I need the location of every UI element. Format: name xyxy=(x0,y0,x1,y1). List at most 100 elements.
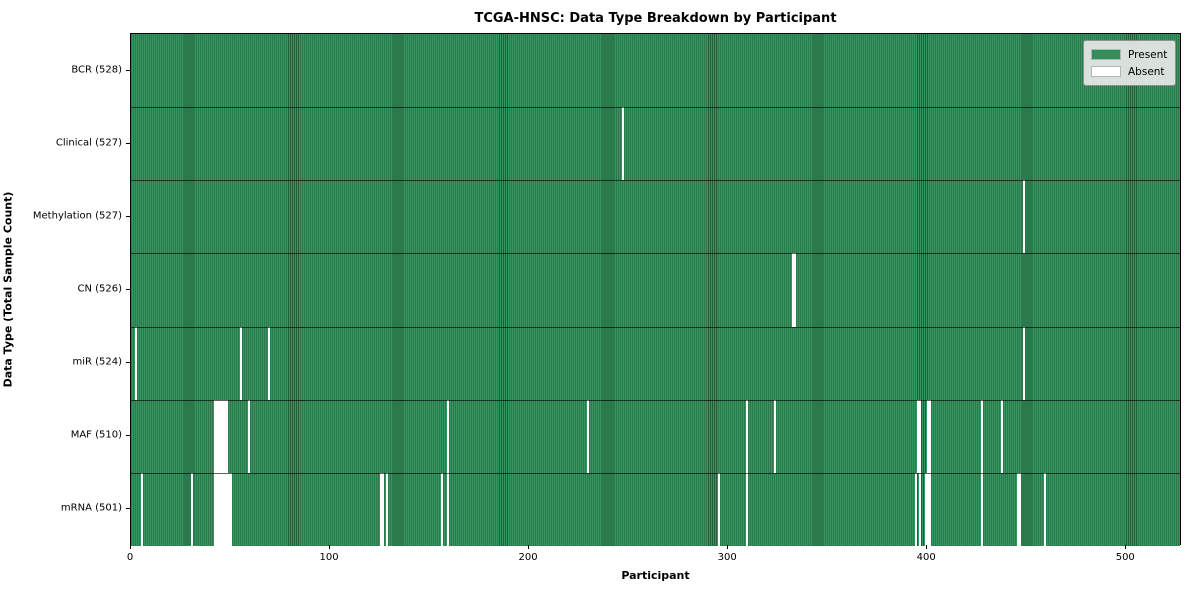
row-divider xyxy=(131,180,1180,182)
absent-marker-mrna-156 xyxy=(441,472,444,546)
absent-marker-mrna-125 xyxy=(379,472,382,546)
absent-marker-mrna-5 xyxy=(140,472,143,546)
heatmap-row-methylation xyxy=(131,180,1180,254)
absent-marker-mrna-50 xyxy=(230,472,233,546)
absent-marker-mrna-46 xyxy=(222,472,225,546)
absent-marker-mrna-42 xyxy=(214,472,217,546)
row-divider xyxy=(131,253,1180,255)
x-tick-label-300: 300 xyxy=(717,552,737,563)
x-axis-title: Participant xyxy=(621,569,690,582)
absent-marker-maf-395 xyxy=(917,399,920,473)
y-tick-label-mrna: mRNA (501) xyxy=(60,502,122,514)
legend: Present Absent xyxy=(1083,40,1176,86)
row-divider xyxy=(131,326,1180,328)
heatmap-row-clinical xyxy=(131,107,1180,181)
absent-marker-mrna-49 xyxy=(228,472,231,546)
y-tick-mark xyxy=(126,362,130,364)
absent-marker-maf-43 xyxy=(216,399,219,473)
x-tick-mark xyxy=(926,545,928,549)
legend-item-present: Present xyxy=(1091,46,1168,63)
legend-label-present: Present xyxy=(1128,48,1168,61)
absent-marker-mrna-47 xyxy=(224,472,227,546)
absent-marker-mrna-396 xyxy=(919,472,922,546)
absent-marker-mrna-400 xyxy=(927,472,929,546)
absent-marker-maf-229 xyxy=(586,399,589,473)
absent-marker-maf-401 xyxy=(929,399,931,473)
y-tick-mark xyxy=(126,215,130,217)
row-divider xyxy=(131,399,1180,401)
absent-marker-mrna-445 xyxy=(1016,472,1019,546)
x-tick-mark xyxy=(329,545,331,549)
absent-marker-cn-332 xyxy=(791,253,794,327)
present-swatch-icon xyxy=(1091,49,1121,60)
absent-marker-maf-400 xyxy=(927,399,929,473)
absent-marker-maf-437 xyxy=(1000,399,1003,473)
absent-marker-mir-448 xyxy=(1022,326,1025,400)
y-tick-label-bcr: BCR (528) xyxy=(71,64,122,76)
absent-marker-clinical-247 xyxy=(622,107,625,181)
absent-marker-maf-45 xyxy=(220,399,223,473)
absent-marker-mrna-394 xyxy=(915,472,918,546)
absent-marker-mir-69 xyxy=(268,326,271,400)
absent-marker-maf-44 xyxy=(218,399,221,473)
heatmap-row-maf xyxy=(131,399,1180,473)
x-tick-label-0: 0 xyxy=(126,552,134,563)
absent-marker-maf-46 xyxy=(222,399,225,473)
absent-marker-mrna-459 xyxy=(1044,472,1047,546)
absent-marker-mrna-309 xyxy=(745,472,748,546)
absent-marker-mrna-399 xyxy=(925,472,927,546)
x-tick-label-500: 500 xyxy=(1115,552,1135,563)
y-tick-mark xyxy=(126,142,130,144)
x-tick-label-400: 400 xyxy=(916,552,936,563)
absent-marker-mrna-128 xyxy=(385,472,388,546)
absent-marker-mrna-45 xyxy=(220,472,223,546)
y-tick-label-methylation: Methylation (527) xyxy=(32,210,122,222)
chart-title: TCGA-HNSC: Data Type Breakdown by Partic… xyxy=(474,11,837,26)
x-tick-mark xyxy=(1125,545,1127,549)
absent-marker-mrna-159 xyxy=(447,472,450,546)
legend-label-absent: Absent xyxy=(1128,65,1165,78)
absent-marker-maf-42 xyxy=(214,399,217,473)
absent-marker-maf-159 xyxy=(447,399,450,473)
absent-marker-maf-427 xyxy=(980,399,983,473)
heatmap-row-bcr xyxy=(131,34,1180,108)
legend-item-absent: Absent xyxy=(1091,63,1168,80)
absent-marker-maf-309 xyxy=(745,399,748,473)
heatmap-row-mir xyxy=(131,326,1180,400)
x-tick-label-100: 100 xyxy=(319,552,339,563)
row-divider xyxy=(131,107,1180,109)
absent-marker-maf-396 xyxy=(919,399,922,473)
y-tick-mark xyxy=(126,435,130,437)
absent-marker-maf-59 xyxy=(248,399,251,473)
absent-marker-mrna-43 xyxy=(216,472,219,546)
absent-marker-mrna-48 xyxy=(226,472,229,546)
absent-marker-mir-55 xyxy=(240,326,243,400)
x-tick-mark xyxy=(528,545,530,549)
absent-marker-mrna-44 xyxy=(218,472,221,546)
y-tick-label-mir: miR (524) xyxy=(72,356,122,368)
absent-marker-mrna-401 xyxy=(929,472,931,546)
y-tick-label-clinical: Clinical (527) xyxy=(55,137,122,149)
y-tick-label-cn: CN (526) xyxy=(77,283,122,295)
heatmap-row-cn xyxy=(131,253,1180,327)
absent-marker-mrna-446 xyxy=(1018,472,1021,546)
absent-marker-mrna-126 xyxy=(381,472,384,546)
absent-marker-cn-333 xyxy=(793,253,796,327)
absent-marker-mrna-295 xyxy=(718,472,720,546)
absent-swatch-icon xyxy=(1091,66,1121,77)
heatmap-plot xyxy=(130,33,1181,546)
x-tick-mark xyxy=(727,545,729,549)
y-tick-label-maf: MAF (510) xyxy=(70,429,122,441)
absent-marker-mir-2 xyxy=(134,326,137,400)
y-tick-mark xyxy=(126,69,130,71)
y-tick-mark xyxy=(126,508,130,510)
absent-marker-maf-323 xyxy=(773,399,776,473)
absent-marker-maf-47 xyxy=(224,399,227,473)
row-divider xyxy=(131,472,1180,474)
absent-marker-methylation-448 xyxy=(1022,180,1025,254)
absent-marker-maf-48 xyxy=(226,399,229,473)
y-tick-mark xyxy=(126,289,130,290)
absent-marker-mrna-30 xyxy=(190,472,193,546)
x-tick-mark xyxy=(130,545,131,549)
